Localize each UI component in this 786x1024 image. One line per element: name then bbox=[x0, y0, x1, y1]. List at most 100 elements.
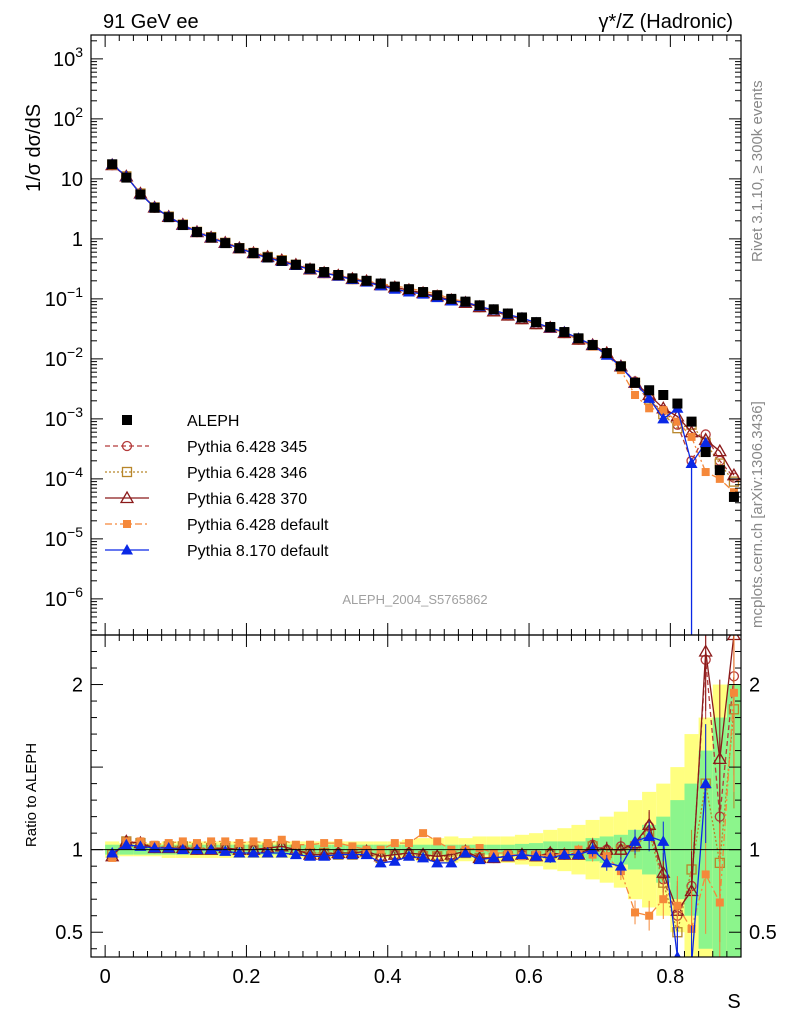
data-point bbox=[587, 340, 598, 351]
data-point bbox=[644, 385, 655, 396]
data-point bbox=[474, 300, 485, 311]
legend: ALEPH Pythia 6.428 345 Pythia 6.428 346 Pyt… bbox=[105, 413, 329, 560]
ratio-point bbox=[701, 870, 710, 879]
ratio-point bbox=[643, 830, 656, 841]
legend-item: Pythia 6.428 default bbox=[105, 517, 329, 534]
data-point bbox=[206, 232, 217, 243]
legend-item: ALEPH bbox=[122, 413, 239, 430]
ratio-point bbox=[586, 843, 599, 855]
y-tick-label: 10−3 bbox=[45, 404, 83, 431]
ratio-point bbox=[600, 856, 613, 868]
legend-label: Pythia 6.428 default bbox=[187, 517, 329, 534]
series-aleph bbox=[107, 159, 739, 502]
ratio-y-tick-label: 2 bbox=[72, 675, 83, 697]
ratio-point bbox=[698, 644, 713, 657]
series-line bbox=[111, 164, 735, 479]
legend-marker bbox=[121, 544, 133, 555]
ratio-point bbox=[729, 688, 738, 697]
data-point bbox=[672, 398, 683, 409]
ratio-point bbox=[388, 855, 401, 866]
ratio-point bbox=[673, 951, 681, 957]
y-tick-label: 10−1 bbox=[45, 284, 83, 311]
ratio-point bbox=[515, 848, 528, 860]
legend-marker bbox=[123, 520, 131, 528]
ratio-point bbox=[277, 835, 286, 844]
data-point bbox=[488, 304, 499, 315]
data-point bbox=[685, 457, 698, 469]
y-tick-label: 10−6 bbox=[45, 584, 83, 611]
legend-label: Pythia 6.428 346 bbox=[187, 465, 307, 482]
data-point bbox=[248, 248, 259, 259]
ratio-y-tick-label-right: 0.5 bbox=[749, 922, 777, 944]
legend-label: ALEPH bbox=[187, 413, 239, 430]
data-point bbox=[262, 252, 273, 263]
data-point bbox=[177, 220, 188, 231]
ratio-plot-series bbox=[105, 635, 741, 970]
data-point bbox=[290, 259, 301, 270]
legend-marker bbox=[119, 490, 135, 504]
ratio-point bbox=[233, 846, 246, 858]
ratio-point bbox=[346, 848, 359, 860]
legend-marker bbox=[121, 466, 133, 478]
ratio-point bbox=[631, 908, 640, 917]
ratio-point bbox=[629, 835, 642, 846]
ratio-point bbox=[402, 850, 415, 861]
data-point bbox=[658, 390, 669, 400]
x-axis-label: S bbox=[727, 991, 740, 1013]
ratio-point bbox=[475, 844, 484, 853]
data-point bbox=[712, 443, 727, 457]
main-plot-series bbox=[105, 157, 741, 635]
analysis-tag: ALEPH_2004_S5765862 bbox=[342, 592, 487, 607]
legend-label: Pythia 6.428 345 bbox=[187, 439, 307, 456]
data-point bbox=[728, 491, 739, 502]
ratio-point bbox=[219, 845, 232, 856]
data-point bbox=[615, 361, 626, 372]
ratio-point bbox=[348, 842, 357, 851]
data-point bbox=[516, 312, 527, 323]
data-point bbox=[701, 468, 710, 477]
data-point bbox=[687, 432, 696, 441]
ratio-y-tick-label-right: 2 bbox=[749, 675, 760, 697]
y-tick-label: 103 bbox=[53, 44, 83, 71]
ratio-y-tick-label: 1 bbox=[72, 840, 83, 862]
data-point bbox=[699, 436, 712, 448]
data-point bbox=[502, 308, 513, 319]
ratio-point bbox=[404, 839, 413, 848]
ratio-point bbox=[320, 839, 329, 848]
ratio-point bbox=[390, 839, 399, 848]
main-y-axis-label: 1/σ dσ/dS bbox=[23, 104, 45, 192]
data-point bbox=[276, 255, 287, 266]
ratio-point bbox=[120, 838, 133, 850]
ratio-point bbox=[275, 846, 288, 858]
ratio-point bbox=[712, 751, 727, 764]
ratio-point bbox=[419, 829, 428, 838]
data-point bbox=[700, 447, 711, 458]
data-point bbox=[726, 467, 741, 481]
ratio-point bbox=[614, 860, 627, 871]
ratio-point bbox=[445, 856, 458, 868]
data-point bbox=[432, 290, 443, 301]
ratio-point bbox=[686, 959, 698, 970]
data-point bbox=[403, 284, 414, 295]
ratio-point bbox=[134, 840, 147, 851]
ratio-point bbox=[207, 837, 216, 846]
band-inner bbox=[726, 684, 741, 957]
ratio-point bbox=[417, 851, 430, 863]
y-tick-label: 10−2 bbox=[45, 344, 83, 371]
ratio-y-tick-label: 0.5 bbox=[55, 922, 83, 944]
mcplots-note: mcplots.cern.ch [arXiv:1306.3436] bbox=[749, 401, 766, 628]
ratio-point bbox=[318, 850, 331, 861]
data-point bbox=[545, 321, 556, 332]
y-tick-label: 10−4 bbox=[45, 464, 83, 491]
ratio-point bbox=[263, 839, 272, 848]
ratio-point bbox=[657, 835, 670, 846]
ratio-point bbox=[106, 846, 119, 858]
ratio-point bbox=[334, 839, 343, 848]
ratio-point bbox=[433, 837, 442, 846]
x-tick-label: 0.8 bbox=[656, 966, 684, 988]
series-pythia-6-428-345 bbox=[107, 159, 740, 483]
ratio-point bbox=[261, 846, 274, 858]
ratio-point bbox=[289, 848, 302, 860]
data-point bbox=[149, 202, 160, 213]
